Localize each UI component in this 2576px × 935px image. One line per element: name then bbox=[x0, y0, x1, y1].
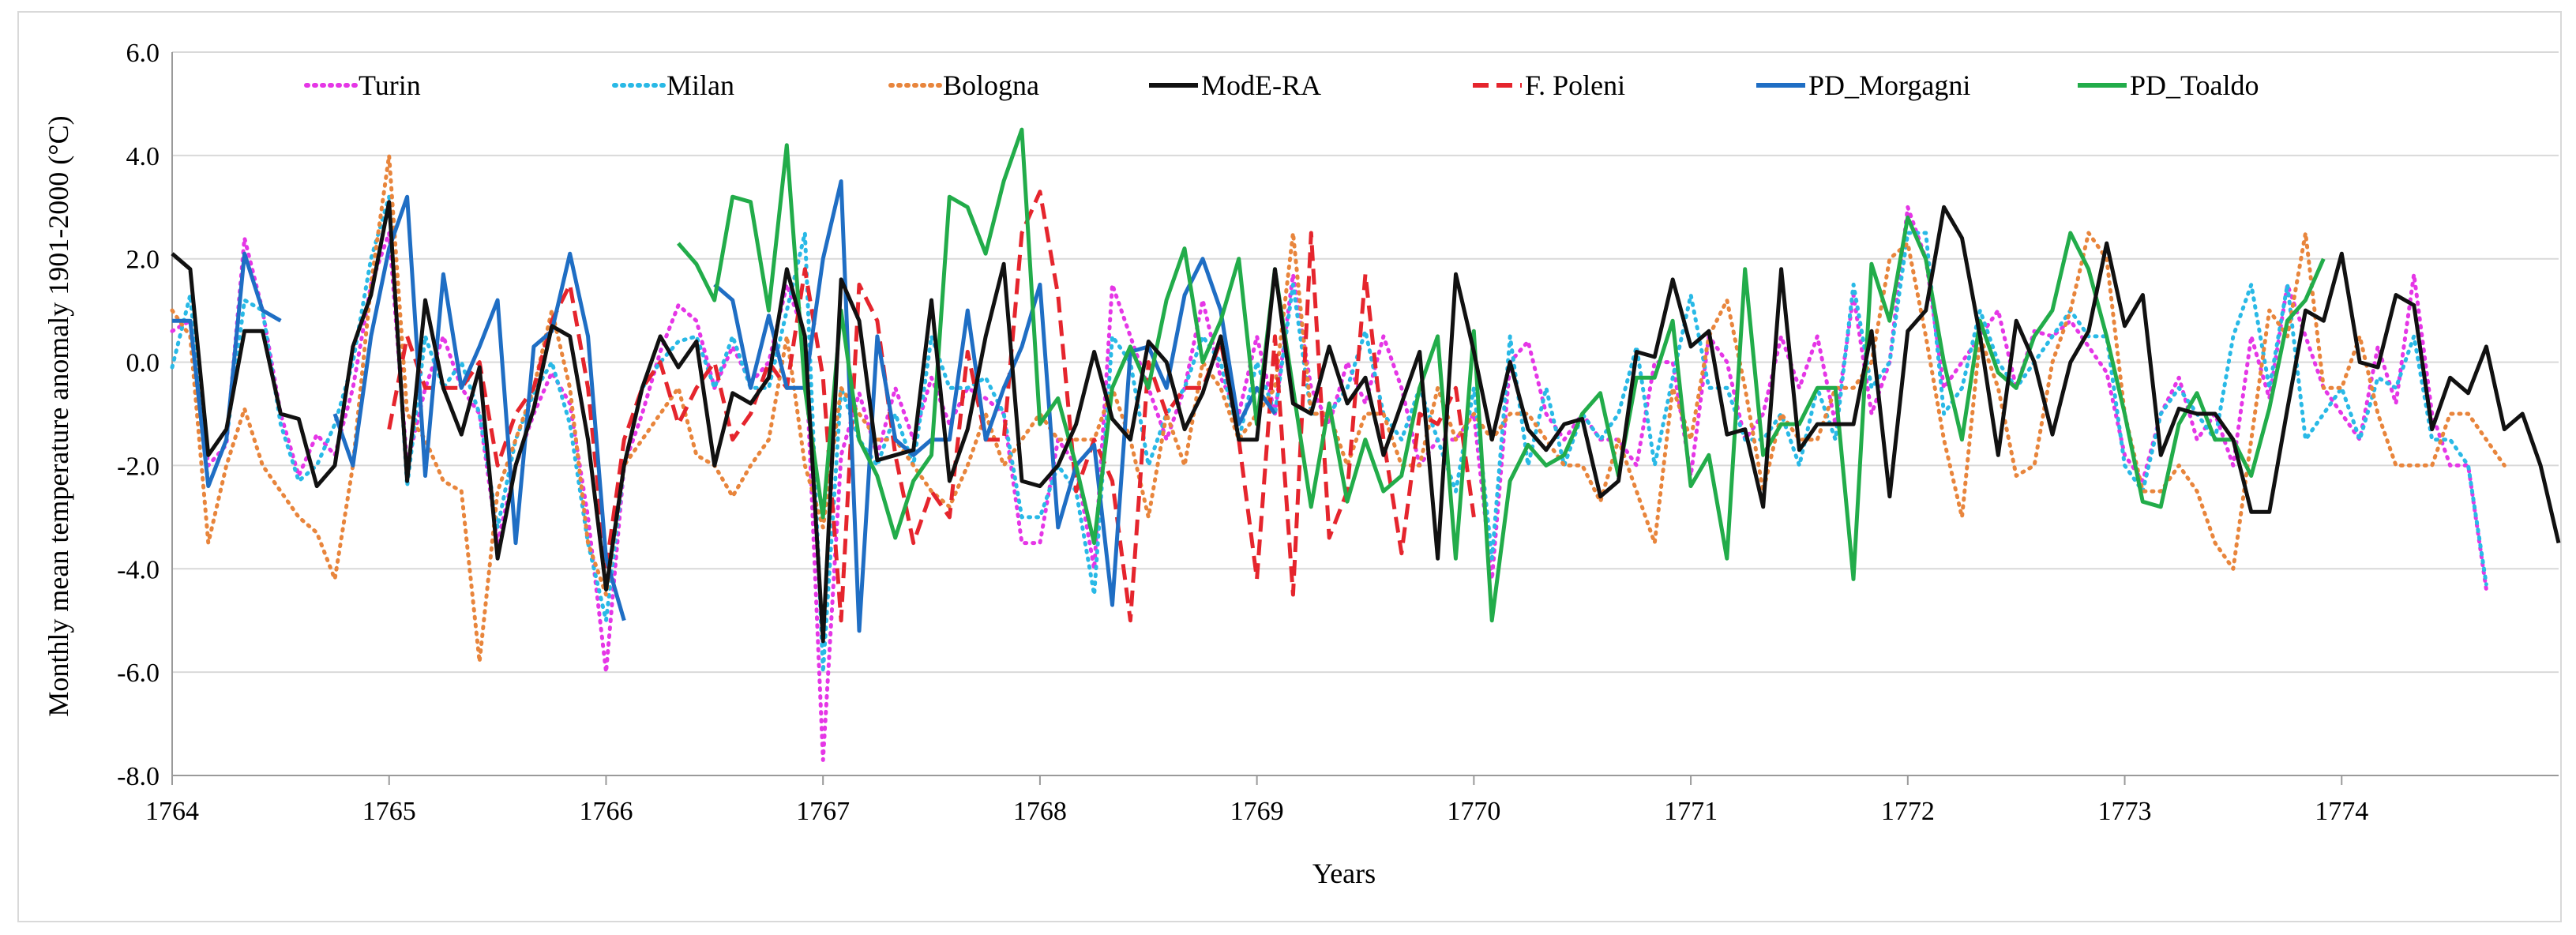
x-tick-label: 1769 bbox=[1230, 797, 1284, 826]
x-tick-label: 1771 bbox=[1664, 797, 1718, 826]
x-tick-label: 1768 bbox=[1013, 797, 1067, 826]
legend-label: F. Poleni bbox=[1525, 69, 1625, 101]
series-lines bbox=[170, 127, 2561, 762]
x-tick-label: 1767 bbox=[796, 797, 850, 826]
y-tick-label: 4.0 bbox=[126, 142, 160, 171]
x-tick-label: 1770 bbox=[1447, 797, 1500, 826]
x-axis-title: Years bbox=[1312, 858, 1376, 889]
legend-label: Turin bbox=[359, 69, 421, 101]
x-tick-label: 1765 bbox=[362, 797, 416, 826]
y-tick-label: -6.0 bbox=[117, 659, 160, 688]
legend-label: Bologna bbox=[943, 69, 1039, 101]
series-line-pd-toaldo bbox=[677, 127, 2326, 623]
x-tick-label: 1773 bbox=[2098, 797, 2152, 826]
legend-label: PD_Morgagni bbox=[1808, 69, 1970, 101]
x-tick-label: 1774 bbox=[2315, 797, 2368, 826]
y-axis-title: Monthly mean temperature anomaly 1901-20… bbox=[43, 115, 74, 716]
y-tick-label: -2.0 bbox=[117, 452, 160, 481]
legend-label: Milan bbox=[667, 69, 734, 101]
x-tick-label: 1772 bbox=[1881, 797, 1935, 826]
series-line-bologna bbox=[170, 153, 2507, 664]
x-tick-label: 1764 bbox=[145, 797, 199, 826]
y-tick-label: -4.0 bbox=[117, 555, 160, 584]
axes: 6.0 4.0 2.0 0.0 -2.0 -4.0 -6.0 -8.0 1764 1765 1766… bbox=[117, 39, 2559, 826]
y-tick-label: 2.0 bbox=[126, 246, 160, 275]
series-line-f-poleni bbox=[387, 190, 1476, 623]
gridlines bbox=[172, 51, 2559, 776]
y-tick-label: 0.0 bbox=[126, 349, 160, 378]
y-tick-label: 6.0 bbox=[126, 39, 160, 68]
x-tick-label: 1766 bbox=[579, 797, 633, 826]
legend-label: PD_Toaldo bbox=[2130, 69, 2259, 101]
legend: Turin Milan Bologna ModE-RA F. Poleni PD_Morg… bbox=[304, 69, 2259, 101]
chart-frame bbox=[17, 11, 2562, 922]
legend-label: ModE-RA bbox=[1201, 69, 1321, 101]
series-line-mode-ra bbox=[171, 200, 2561, 644]
y-tick-label: -8.0 bbox=[117, 762, 160, 791]
